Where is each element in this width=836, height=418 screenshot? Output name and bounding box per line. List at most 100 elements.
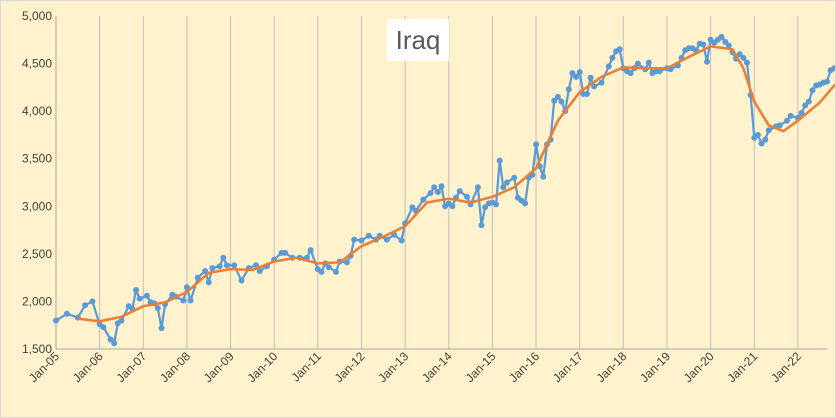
data-point: [118, 317, 125, 324]
data-point: [202, 268, 209, 274]
data-point: [496, 157, 503, 164]
data-point: [722, 38, 729, 45]
data-point: [194, 274, 201, 281]
data-point: [143, 292, 150, 299]
y-tick-label: 3,500: [22, 152, 52, 166]
data-point: [627, 70, 634, 77]
data-point: [504, 179, 510, 186]
data-point: [82, 302, 89, 309]
data-point: [282, 249, 289, 256]
data-point: [256, 268, 263, 274]
y-tick-labels: 1,500 2,000 2,500 3,000 3,500 4,000 4,500 5,000: [22, 9, 52, 356]
data-point: [89, 298, 96, 305]
data-point: [776, 122, 783, 129]
x-tick-label: Jan-10: [244, 349, 280, 385]
data-point: [616, 46, 623, 53]
chart-title: Iraq: [396, 25, 441, 55]
data-point: [474, 184, 481, 191]
data-point: [154, 305, 161, 312]
data-point: [598, 79, 605, 86]
data-point: [645, 59, 652, 66]
data-point: [762, 136, 769, 143]
data-point: [456, 188, 463, 195]
data-point: [569, 70, 576, 77]
data-point: [725, 42, 732, 49]
data-point: [805, 98, 812, 105]
data-point: [358, 237, 365, 244]
data-point: [500, 184, 507, 191]
data-point: [205, 279, 212, 286]
y-tick-label: 3,000: [22, 199, 52, 213]
data-point: [187, 297, 194, 304]
data-point: [464, 193, 470, 200]
series-group: [53, 33, 835, 347]
data-point: [238, 277, 245, 284]
x-tick-label: Jan-18: [594, 349, 630, 385]
x-tick-label: Jan-22: [768, 349, 804, 385]
data-point: [216, 263, 223, 270]
data-point: [718, 33, 725, 40]
data-point: [558, 98, 565, 105]
gridlines: [99, 16, 799, 349]
data-point: [802, 102, 809, 109]
data-point: [420, 196, 427, 203]
data-point: [522, 200, 529, 207]
title-box: [387, 19, 449, 61]
data-point: [180, 297, 187, 304]
x-tick-labels: Jan-05 Jan-06 Jan-07 Jan-08 Jan-09 Jan-10 Jan-…: [26, 349, 804, 385]
data-point: [511, 174, 518, 181]
data-point: [540, 173, 547, 180]
data-point: [223, 262, 230, 269]
data-point: [493, 201, 500, 208]
x-tick-label: Jan-08: [157, 349, 193, 385]
data-point: [53, 317, 59, 324]
data-point: [831, 65, 835, 72]
data-point: [427, 190, 434, 196]
data-point: [573, 73, 580, 80]
data-point: [220, 254, 227, 261]
data-point: [107, 336, 114, 343]
x-tick-label: Jan-09: [201, 349, 237, 385]
x-tick-label: Jan-11: [289, 349, 324, 384]
data-point: [554, 93, 561, 100]
data-point: [609, 54, 616, 61]
data-point: [409, 204, 416, 211]
data-point: [533, 141, 540, 148]
data-point: [576, 69, 583, 76]
y-tick-label: 4,000: [22, 104, 52, 118]
data-point: [758, 140, 765, 147]
data-point: [634, 60, 641, 67]
data-point: [809, 87, 816, 94]
x-tick-label: Jan-20: [681, 349, 717, 385]
x-tick-label: Jan-13: [375, 349, 411, 385]
data-point: [438, 183, 445, 190]
data-point: [133, 287, 139, 293]
data-point: [765, 127, 772, 134]
y-tick-label: 4,500: [22, 57, 52, 71]
data-point: [158, 325, 165, 332]
x-tick-label: Jan-16: [506, 349, 542, 385]
data-point: [449, 203, 456, 210]
data-point: [351, 236, 358, 243]
data-point: [744, 59, 750, 66]
data-point: [700, 41, 707, 48]
data-point: [325, 264, 332, 271]
data-point: [787, 112, 794, 119]
data-point: [343, 259, 350, 266]
data-point: [584, 91, 590, 97]
data-point: [307, 247, 314, 254]
data-point: [136, 295, 143, 302]
data-point: [318, 268, 325, 275]
data-point: [798, 110, 805, 116]
series-line-trend: [77, 45, 835, 323]
data-point: [434, 189, 441, 195]
data-point: [605, 63, 612, 70]
data-point: [704, 58, 710, 65]
data-point: [209, 265, 216, 272]
x-tick-label: Jan-06: [70, 349, 106, 385]
data-point: [63, 310, 70, 317]
data-point: [183, 284, 190, 291]
data-point: [365, 232, 372, 239]
data-point: [383, 236, 390, 243]
